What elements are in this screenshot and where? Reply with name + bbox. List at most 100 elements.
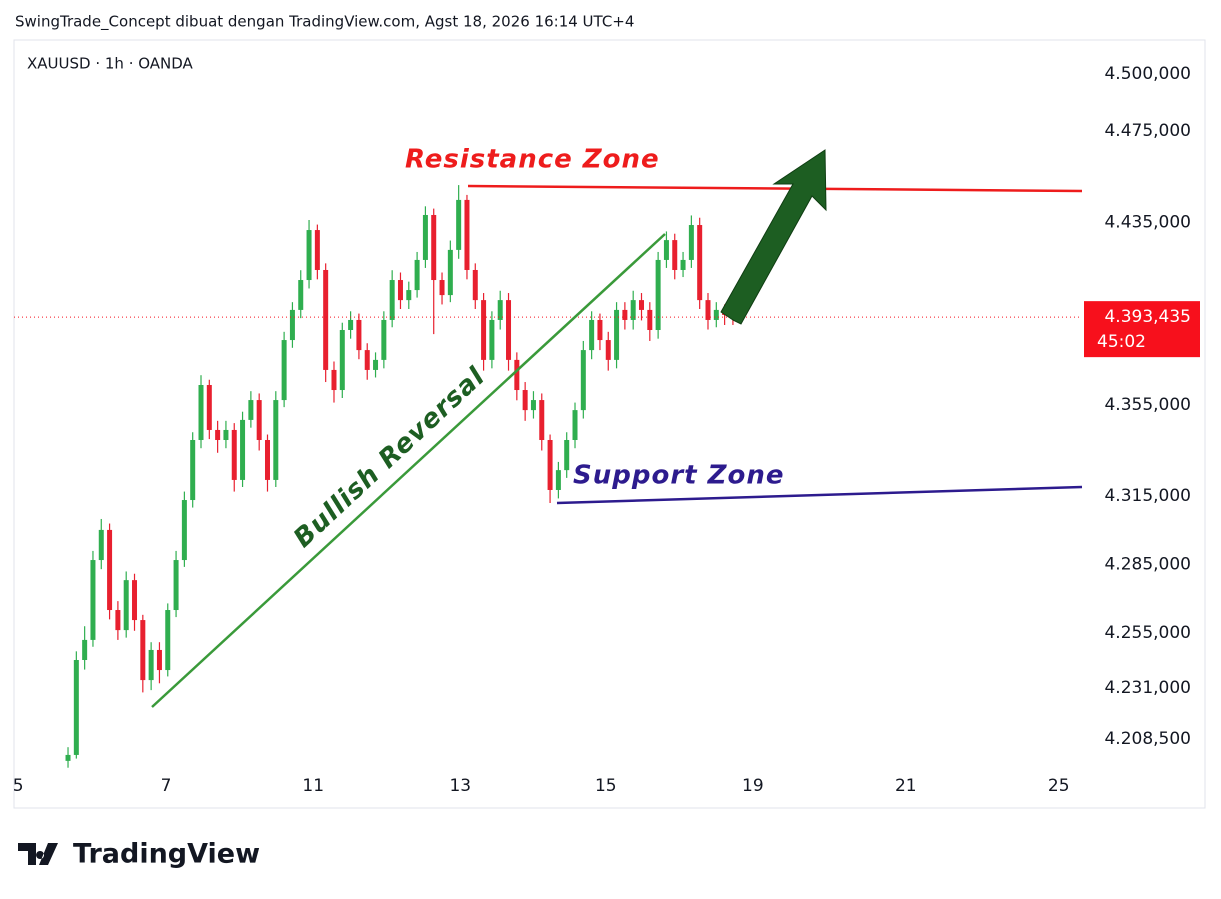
chart-frame <box>13 39 1206 809</box>
x-tick-label: 11 <box>302 776 324 796</box>
candle-body <box>231 429 237 480</box>
candle-body <box>289 309 295 341</box>
candle-body <box>589 319 595 351</box>
candle-body <box>697 225 703 301</box>
candle-body <box>373 359 379 370</box>
candle-body <box>306 230 312 281</box>
candle-body <box>414 259 420 291</box>
candle-body <box>564 440 570 471</box>
candle-body <box>522 390 528 411</box>
candle-body <box>713 309 719 320</box>
candle-body <box>406 290 412 301</box>
y-tick-label: 4.231,000 <box>1104 678 1191 698</box>
candle-body <box>572 410 578 441</box>
y-tick-label: 4.500,000 <box>1104 64 1191 84</box>
trend-line <box>151 233 666 708</box>
candle-body <box>331 369 337 391</box>
candle-body <box>90 560 96 640</box>
candle-body <box>223 429 229 441</box>
candle-body <box>190 440 196 501</box>
candle-body <box>639 300 645 310</box>
candle-body <box>181 500 187 561</box>
candle-body <box>439 280 445 296</box>
candle-body <box>539 400 545 441</box>
plot: 4.500,000 4.475,000 4.435,000 4.355,000 4.31… <box>13 64 1200 796</box>
candle-body <box>605 340 611 360</box>
x-tick-label: 13 <box>449 776 471 796</box>
candle-body <box>647 309 653 331</box>
y-tick-label: 4.315,000 <box>1104 486 1191 506</box>
candle-body <box>472 269 478 301</box>
x-tick-label: 7 <box>161 776 172 796</box>
candle-body <box>298 280 304 310</box>
trend-label: Bullish Reversal <box>288 361 491 553</box>
header-title: SwingTrade_Concept dibuat dengan Trading… <box>15 13 634 32</box>
candle-body <box>456 199 462 250</box>
candle-body <box>323 269 329 370</box>
candle-body <box>132 580 138 621</box>
candle-body <box>256 400 262 441</box>
candle-body <box>630 300 636 320</box>
candle-body <box>431 214 437 281</box>
y-tick-label: 4.208,500 <box>1104 729 1191 749</box>
y-tick-label: 4.255,000 <box>1104 623 1191 643</box>
candle-body <box>215 429 221 441</box>
candle-body <box>348 319 354 331</box>
candle-body <box>206 385 212 430</box>
candle-body <box>464 199 470 270</box>
x-tick-label: 5 <box>13 776 24 796</box>
y-tick-label: 4.285,000 <box>1104 555 1191 575</box>
candle-body <box>397 280 403 301</box>
x-tick-label: 25 <box>1048 776 1070 796</box>
candle-body <box>497 300 503 320</box>
x-tick-label: 15 <box>595 776 617 796</box>
candle-body <box>98 529 104 561</box>
last-price-label: 4.393,435 <box>1104 307 1191 327</box>
candle-body <box>614 309 620 360</box>
candle-body <box>381 319 387 360</box>
candle-body <box>165 610 171 671</box>
candle-body <box>389 280 395 320</box>
candle-body <box>597 319 603 341</box>
candle-body <box>314 230 320 270</box>
y-tick-label: 4.435,000 <box>1104 212 1191 232</box>
candle-body <box>530 400 536 411</box>
candle-body <box>156 649 162 671</box>
candle-body <box>356 319 362 351</box>
candle-body <box>73 660 79 755</box>
candle-body <box>339 330 345 391</box>
resistance-line <box>467 184 1083 193</box>
candle-body <box>547 440 553 490</box>
x-tick-label: 21 <box>895 776 917 796</box>
candle-body <box>580 350 586 411</box>
candle-body <box>514 359 520 391</box>
candle-body <box>506 300 512 360</box>
logo-text: TradingView <box>73 839 260 870</box>
candle-body <box>82 639 88 661</box>
candle-body <box>273 400 279 480</box>
candle-body <box>264 440 270 480</box>
y-tick-label: 4.475,000 <box>1104 121 1191 141</box>
candle-body <box>489 319 495 360</box>
candle-body <box>198 385 204 441</box>
candle-body <box>680 259 686 270</box>
y-tick-label: 4.355,000 <box>1104 395 1191 415</box>
candle-body <box>364 350 370 370</box>
logo: TradingView <box>18 839 260 870</box>
candle-body <box>140 620 146 681</box>
candle-body <box>148 649 154 681</box>
last-price-box <box>1084 301 1200 358</box>
candle-body <box>655 259 661 331</box>
support-line <box>556 485 1083 505</box>
candle-body <box>281 340 287 401</box>
candle-body <box>705 300 711 320</box>
candle-body <box>447 249 453 296</box>
candle-body <box>115 610 121 631</box>
candle-body <box>65 754 71 761</box>
resistance-label: Resistance Zone <box>405 145 660 175</box>
x-tick-label: 19 <box>742 776 764 796</box>
candle-body <box>672 240 678 270</box>
candle-body <box>622 309 628 320</box>
